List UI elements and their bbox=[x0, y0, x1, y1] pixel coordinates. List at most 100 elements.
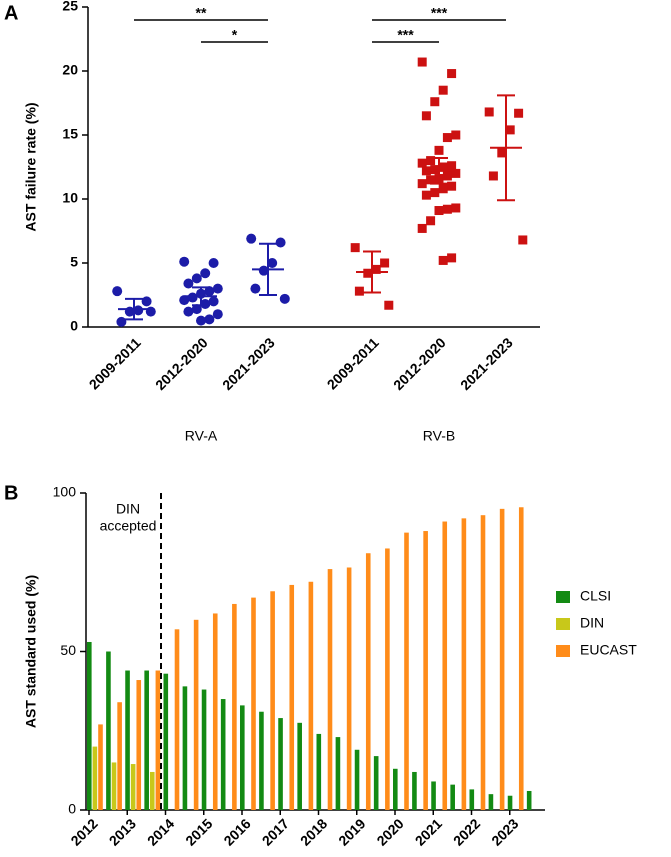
data-point bbox=[212, 283, 223, 294]
bar bbox=[144, 670, 149, 810]
data-point bbox=[451, 203, 461, 213]
data-point bbox=[442, 133, 452, 143]
significance-label: * bbox=[232, 27, 238, 43]
data-point bbox=[371, 264, 381, 274]
bar bbox=[155, 670, 161, 810]
data-point bbox=[275, 237, 286, 248]
data-point bbox=[250, 283, 261, 294]
y-tick-label: 10 bbox=[62, 190, 78, 206]
bar bbox=[412, 771, 417, 810]
bar bbox=[461, 518, 467, 810]
y-tick-label: 5 bbox=[70, 254, 78, 270]
x-tick-label: 2012 bbox=[67, 815, 100, 848]
data-point bbox=[434, 145, 444, 155]
data-point bbox=[518, 235, 528, 245]
legend-label: EUCAST bbox=[580, 642, 637, 658]
significance-label: ** bbox=[196, 5, 207, 21]
bar bbox=[193, 619, 199, 810]
bar bbox=[174, 629, 180, 810]
data-point bbox=[200, 298, 211, 309]
data-point bbox=[484, 107, 494, 117]
data-point bbox=[497, 148, 507, 158]
data-point bbox=[426, 216, 436, 226]
x-tick-label: 2021 bbox=[412, 815, 445, 848]
bar bbox=[87, 641, 92, 810]
bar bbox=[526, 790, 532, 810]
bar bbox=[270, 591, 275, 810]
significance-label: *** bbox=[397, 27, 414, 43]
data-point bbox=[141, 296, 152, 307]
bar bbox=[450, 784, 455, 810]
data-point bbox=[279, 293, 290, 304]
data-point bbox=[384, 300, 394, 310]
data-point bbox=[204, 286, 215, 297]
data-point bbox=[447, 69, 457, 79]
data-point bbox=[354, 286, 364, 296]
bar bbox=[365, 553, 371, 810]
bar bbox=[469, 789, 475, 810]
x-tick-label: 2021-2023 bbox=[219, 334, 278, 393]
bar bbox=[518, 507, 524, 810]
y-axis-label: AST failure rate (%) bbox=[23, 102, 39, 231]
bar bbox=[92, 746, 98, 810]
bar bbox=[289, 584, 295, 810]
data-point bbox=[183, 306, 194, 317]
legend-swatch bbox=[556, 618, 570, 630]
bar bbox=[335, 737, 341, 810]
x-tick-label: 2012-2020 bbox=[390, 334, 449, 393]
bar bbox=[404, 532, 409, 810]
data-point bbox=[200, 268, 211, 279]
bar bbox=[232, 603, 237, 810]
data-point bbox=[421, 190, 431, 200]
bar bbox=[201, 689, 207, 810]
data-point bbox=[442, 171, 452, 181]
bar bbox=[431, 781, 436, 810]
group-label: RV-B bbox=[423, 428, 455, 444]
bar bbox=[308, 581, 314, 810]
bar bbox=[136, 680, 142, 810]
data-point bbox=[488, 171, 498, 181]
bar bbox=[423, 531, 428, 810]
data-point bbox=[447, 181, 457, 191]
bar bbox=[385, 548, 390, 810]
data-point bbox=[204, 314, 215, 325]
legend-swatch bbox=[556, 591, 570, 603]
data-point bbox=[363, 268, 373, 278]
bar bbox=[106, 651, 111, 810]
legend-label: DIN bbox=[580, 615, 604, 631]
bar bbox=[316, 733, 322, 810]
data-point bbox=[212, 309, 223, 320]
data-point bbox=[191, 304, 202, 315]
bar bbox=[149, 771, 155, 810]
x-tick-label: 2023 bbox=[488, 815, 521, 848]
bar bbox=[507, 795, 513, 810]
data-point bbox=[196, 315, 206, 326]
data-point bbox=[430, 188, 440, 198]
legend-label: CLSI bbox=[580, 588, 611, 604]
bar bbox=[98, 724, 103, 810]
data-point bbox=[133, 305, 144, 316]
data-point bbox=[417, 158, 427, 168]
data-point bbox=[438, 162, 448, 172]
data-point bbox=[430, 165, 440, 175]
y-tick-label: 0 bbox=[68, 801, 76, 817]
data-point bbox=[426, 156, 436, 166]
data-point bbox=[380, 258, 390, 268]
bar bbox=[480, 515, 486, 810]
bar bbox=[182, 686, 188, 810]
bar bbox=[220, 699, 226, 810]
data-point bbox=[258, 265, 269, 276]
data-point bbox=[350, 243, 360, 253]
group-label: RV-A bbox=[185, 428, 218, 444]
x-tick-label: 2018 bbox=[297, 815, 330, 848]
data-point bbox=[434, 206, 444, 216]
annotation: DIN bbox=[116, 501, 140, 517]
y-tick-label: 25 bbox=[62, 0, 78, 14]
x-tick-label: 2016 bbox=[220, 815, 253, 848]
data-point bbox=[438, 85, 448, 95]
data-point bbox=[208, 296, 219, 307]
bar bbox=[488, 794, 494, 810]
data-point bbox=[208, 258, 219, 268]
data-point bbox=[421, 111, 431, 121]
